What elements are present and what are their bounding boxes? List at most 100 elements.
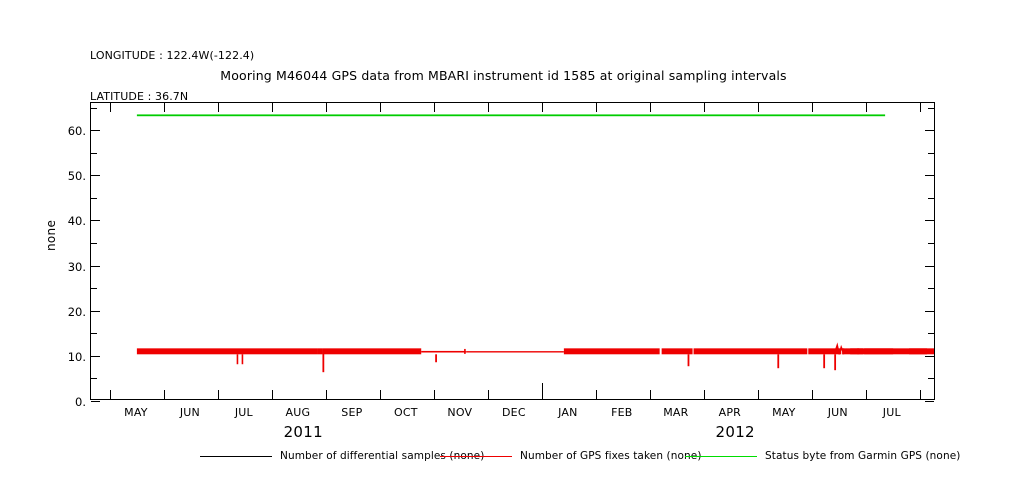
x-axis-month-label: JUL: [234, 406, 253, 419]
y-tick-minor: [91, 242, 97, 244]
x-tick-top: [217, 103, 219, 112]
x-axis-month-label: DEC: [501, 406, 526, 419]
y-tick-label: 10.: [67, 349, 86, 364]
y-tick-label: 60.: [67, 124, 86, 139]
x-tick-bottom: [919, 390, 921, 399]
x-tick-top: [703, 103, 705, 112]
x-tick-top: [865, 103, 867, 112]
x-tick-top: [919, 103, 921, 112]
series-status-byte: [136, 114, 886, 117]
y-tick-label: 50.: [67, 169, 86, 184]
legend-label-gps-fixes: Number of GPS fixes taken (none): [520, 450, 702, 462]
x-tick-top: [649, 103, 651, 112]
y-tick-minor: [91, 152, 97, 154]
y-tick-major: 60.: [68, 124, 100, 138]
y-tick-minor: [91, 197, 97, 199]
legend-label-differential-samples: Number of differential samples (none): [280, 450, 485, 462]
legend-entry-differential-samples: Number of differential samples (none): [200, 448, 484, 464]
x-axis-month-label: MAR: [663, 406, 689, 419]
y-tick-minor-right: [928, 152, 934, 154]
chart-legend: Number of differential samples (none) Nu…: [0, 448, 1009, 468]
x-axis-month-label: JUN: [827, 406, 848, 419]
series-gps-fixes: [136, 342, 934, 373]
y-tick-minor-right: [928, 378, 934, 380]
x-tick-top: [271, 103, 273, 112]
x-axis-month-label: FEB: [611, 406, 633, 419]
legend-swatch-green: [685, 455, 757, 457]
y-tick-minor: [91, 333, 97, 335]
y-tick-major-right: [925, 175, 934, 177]
y-tick-major-right: [925, 355, 934, 357]
y-tick-major: 0.: [75, 395, 100, 409]
x-tick-bottom: [487, 390, 489, 399]
y-tick-major: 30.: [68, 260, 100, 274]
y-tick-minor-right: [928, 197, 934, 199]
y-tick-label: 20.: [67, 304, 86, 319]
x-axis-month-label: SEP: [341, 406, 363, 419]
x-tick-bottom: [649, 390, 651, 399]
x-tick-bottom: [757, 390, 759, 399]
x-tick-top: [325, 103, 327, 112]
x-tick-bottom: [109, 390, 111, 399]
x-tick-top: [433, 103, 435, 112]
x-axis-month-label: JUL: [882, 406, 901, 419]
legend-swatch-red: [440, 455, 512, 457]
y-tick-major-right: [925, 220, 934, 222]
x-axis-month-label: MAY: [124, 406, 148, 419]
x-tick-bottom: [379, 390, 381, 399]
legend-entry-status-byte: Status byte from Garmin GPS (none): [685, 448, 960, 464]
x-tick-top: [379, 103, 381, 112]
x-tick-year-boundary: [541, 383, 543, 399]
longitude-line: LONGITUDE : 122.4W(-122.4): [90, 49, 255, 62]
x-tick-top: [757, 103, 759, 112]
legend-swatch-black: [200, 455, 272, 457]
y-axis-title: none: [44, 219, 58, 251]
latitude-line: LATITUDE : 36.7N: [90, 89, 189, 103]
legend-entry-gps-fixes: Number of GPS fixes taken (none): [440, 448, 702, 464]
y-tick-label: 0.: [75, 395, 86, 409]
y-tick-major-right: [925, 265, 934, 267]
x-axis-month-label: JAN: [558, 406, 578, 419]
chart-title: Mooring M46044 GPS data from MBARI instr…: [0, 68, 1009, 83]
y-tick-major: 50.: [68, 169, 100, 183]
x-tick-bottom: [271, 390, 273, 399]
x-axis-month-label: OCT: [394, 406, 418, 419]
plot-area: 0. 10. 20. 30. 40. 50. 60.: [68, 102, 935, 409]
x-tick-bottom: [163, 390, 165, 399]
x-tick-top: [487, 103, 489, 112]
x-axis-month-label: MAY: [772, 406, 796, 419]
x-axis-month-label: JUN: [179, 406, 200, 419]
x-tick-top: [595, 103, 597, 112]
y-tick-minor: [91, 378, 97, 380]
y-tick-major: 20.: [68, 305, 100, 319]
x-tick-bottom: [433, 390, 435, 399]
x-tick-bottom: [325, 390, 327, 399]
x-tick-bottom: [865, 390, 867, 399]
y-tick-major-right: [925, 310, 934, 312]
x-tick-top: [811, 103, 813, 112]
y-tick-minor: [91, 288, 97, 290]
chart-title-text: Mooring M46044 GPS data from MBARI instr…: [220, 68, 787, 83]
y-tick-minor-right: [928, 333, 934, 335]
x-tick-bottom: [595, 390, 597, 399]
x-axis-year-label: 2011: [283, 423, 323, 441]
x-axis-month-label: APR: [718, 406, 742, 419]
x-axis-month-label: AUG: [285, 406, 311, 419]
x-tick-bottom: [217, 390, 219, 399]
x-tick-top: [109, 103, 111, 112]
y-tick-major: 10.: [68, 350, 100, 364]
y-tick-minor-right: [928, 107, 934, 109]
x-axis-month-label: NOV: [447, 406, 473, 419]
y-tick-label: 30.: [67, 259, 86, 274]
y-tick-major: 40.: [68, 214, 100, 228]
x-tick-bottom: [703, 390, 705, 399]
x-tick-top: [163, 103, 165, 112]
series-layer: [136, 114, 934, 373]
x-tick-top: [541, 103, 543, 112]
x-axis-year-label: 2012: [715, 423, 755, 441]
plot-inner: [91, 103, 934, 399]
legend-label-status-byte: Status byte from Garmin GPS (none): [765, 450, 961, 462]
x-tick-bottom: [811, 390, 813, 399]
y-tick-major-right: [925, 401, 934, 402]
